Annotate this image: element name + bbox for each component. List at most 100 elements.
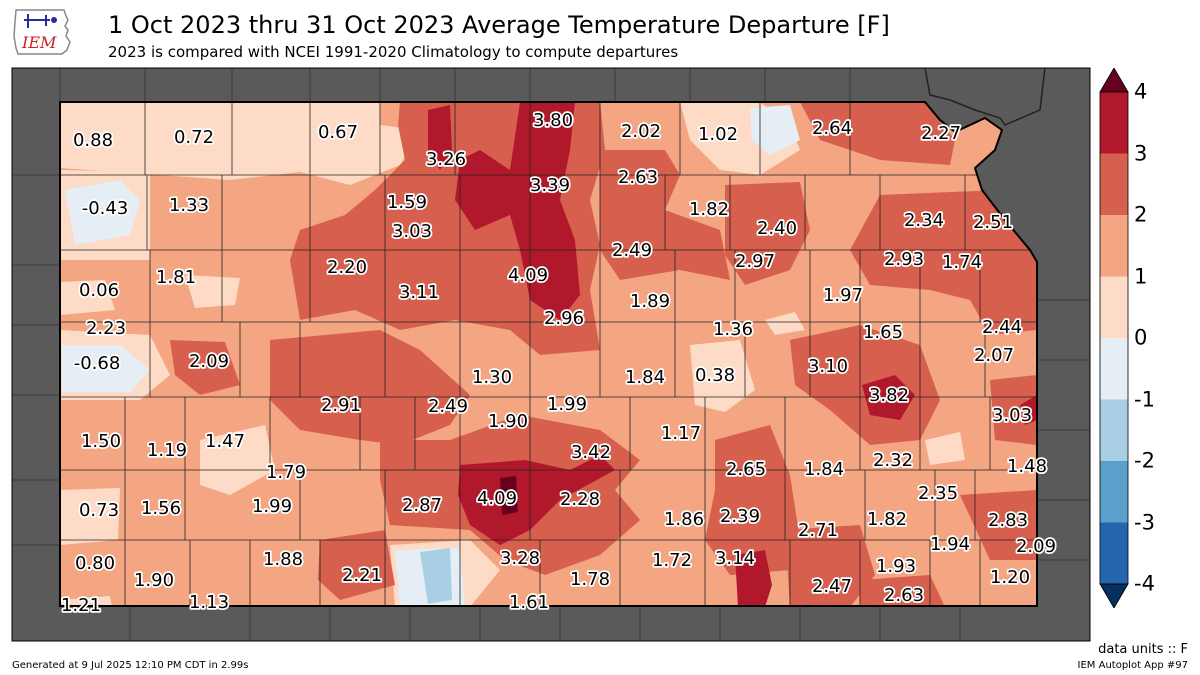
value-label: 1.90 <box>488 411 528 432</box>
county-boundaries <box>60 102 1037 606</box>
value-label: 2.21 <box>342 565 382 586</box>
value-label: 1.94 <box>930 534 970 555</box>
value-label: 0.80 <box>75 553 115 574</box>
value-label: 1.21 <box>61 595 101 616</box>
value-label: 2.02 <box>621 121 661 142</box>
value-label: 1.84 <box>625 367 665 388</box>
colorbar-tick-label: -4 <box>1134 571 1155 596</box>
neighbor-borders <box>12 68 1090 641</box>
value-label: 2.44 <box>982 317 1022 338</box>
value-label: 1.56 <box>141 498 181 519</box>
value-label: 1.88 <box>263 549 303 570</box>
value-label: 1.36 <box>713 319 753 340</box>
value-label: 1.47 <box>205 431 245 452</box>
colorbar <box>1099 68 1129 608</box>
value-label: 2.32 <box>873 450 913 471</box>
value-label: 2.39 <box>720 506 760 527</box>
value-label: 2.87 <box>402 495 442 516</box>
value-label: 1.72 <box>652 550 692 571</box>
colorbar-band <box>1100 276 1128 338</box>
colorbar-bands <box>1100 92 1128 584</box>
value-label: 1.84 <box>804 459 844 480</box>
value-label: -0.43 <box>82 198 129 219</box>
value-label: 2.63 <box>884 585 924 606</box>
value-label: 1.99 <box>252 496 292 517</box>
colorbar-band <box>1100 399 1128 461</box>
value-label: 1.74 <box>942 252 982 273</box>
value-label: 2.96 <box>544 308 584 329</box>
value-label: 1.97 <box>823 285 863 306</box>
value-label: 2.34 <box>904 210 944 231</box>
value-label: 1.20 <box>990 567 1030 588</box>
value-label: 1.19 <box>147 440 187 461</box>
value-label: 1.81 <box>156 267 196 288</box>
value-label: 4.09 <box>477 488 517 509</box>
value-label: 0.38 <box>695 365 735 386</box>
value-label: 0.06 <box>79 280 119 301</box>
value-label: 0.73 <box>79 500 119 521</box>
generated-timestamp: Generated at 9 Jul 2025 12:10 PM CDT in … <box>12 660 249 671</box>
value-label: 3.28 <box>500 548 540 569</box>
colorbar-tick-label: 3 <box>1134 141 1148 165</box>
value-label: 3.80 <box>533 110 573 131</box>
value-label: 2.20 <box>327 257 367 278</box>
colorbar-extend-high <box>1099 68 1129 93</box>
colorbar-band <box>1100 338 1128 400</box>
value-label: 2.49 <box>428 396 468 417</box>
value-label: 2.97 <box>735 251 775 272</box>
value-label: 1.17 <box>661 423 701 444</box>
value-label: 0.72 <box>174 127 214 148</box>
value-label: 2.09 <box>1016 536 1056 557</box>
value-label: 2.40 <box>757 218 797 239</box>
colorbar-extend-low <box>1099 583 1129 608</box>
value-label: 3.11 <box>399 282 439 303</box>
value-label: 2.64 <box>812 118 852 139</box>
value-label: 0.67 <box>318 122 358 143</box>
value-label: 2.07 <box>974 345 1014 366</box>
value-label: 2.27 <box>921 123 961 144</box>
value-label: 1.90 <box>134 570 174 591</box>
value-label: 1.65 <box>863 322 903 343</box>
value-label: 2.91 <box>321 395 361 416</box>
value-label: 1.78 <box>570 569 610 590</box>
value-label: 1.50 <box>81 431 121 452</box>
value-label: 1.48 <box>1007 456 1047 477</box>
value-label: 2.51 <box>973 212 1013 233</box>
value-label: 1.93 <box>876 556 916 577</box>
value-label: 2.93 <box>884 249 924 270</box>
value-label: 3.26 <box>426 149 466 170</box>
value-label: 3.03 <box>392 221 432 242</box>
river-border <box>924 67 1046 126</box>
logo-text: IEM <box>21 33 57 52</box>
colorbar-tick-label: 4 <box>1134 79 1148 104</box>
value-label: 1.59 <box>387 192 427 213</box>
value-label: 1.82 <box>689 199 729 220</box>
value-label: 1.30 <box>472 367 512 388</box>
colorbar-band <box>1100 522 1128 584</box>
value-label: 3.10 <box>808 356 848 377</box>
value-label: 2.35 <box>918 483 958 504</box>
iem-logo: IEM <box>13 9 71 55</box>
value-label: 1.86 <box>664 509 704 530</box>
value-label: 2.28 <box>560 489 600 510</box>
value-label: 0.88 <box>73 130 113 151</box>
value-label: 3.82 <box>869 385 909 406</box>
value-label: 3.39 <box>530 175 570 196</box>
value-label: 2.65 <box>726 459 766 480</box>
colorbar-tick-label: 2 <box>1134 202 1148 227</box>
page-title: 1 Oct 2023 thru 31 Oct 2023 Average Temp… <box>108 11 890 39</box>
colorbar-tick-label: -3 <box>1134 510 1155 534</box>
colorbar-band <box>1100 461 1128 523</box>
colorbar-band <box>1100 92 1128 154</box>
value-label: 3.14 <box>715 548 755 569</box>
value-label: 1.89 <box>630 291 670 312</box>
colorbar-tick-label: -1 <box>1134 387 1155 411</box>
state-fill <box>60 102 1037 606</box>
value-label: 1.33 <box>169 195 209 216</box>
page-subtitle: 2023 is compared with NCEI 1991-2020 Cli… <box>108 43 679 61</box>
value-label: 2.71 <box>798 520 838 541</box>
value-labels: 0.88 0.72 0.67 3.26 3.80 2.02 1.02 2.64 2.27 -0.4… <box>59 108 1058 618</box>
colorbar-tick-label: -2 <box>1134 448 1155 473</box>
value-label: 2.63 <box>618 167 658 188</box>
